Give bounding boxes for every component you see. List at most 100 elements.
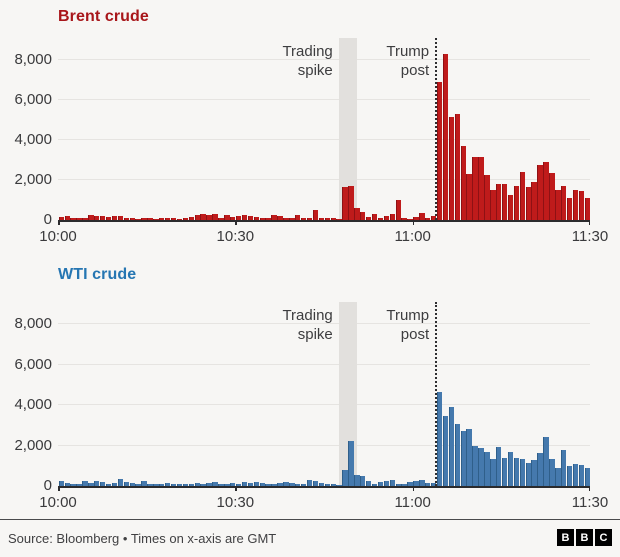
volume-bar: [105, 483, 112, 486]
volume-bar: [425, 482, 431, 486]
volume-bar: [501, 457, 508, 486]
trading-spike-label: Trading spike: [282, 307, 333, 343]
volume-bar: [519, 459, 526, 486]
y-gridline: [58, 404, 590, 406]
volume-bar: [501, 184, 508, 220]
volume-bar: [300, 483, 307, 486]
volume-bar: [537, 165, 543, 220]
volume-bar: [200, 483, 206, 486]
x-axis-tick-label: 10:00: [39, 494, 77, 511]
volume-bar: [454, 424, 461, 486]
volume-bar: [561, 186, 567, 220]
volume-bar: [188, 217, 195, 220]
volume-bar: [413, 217, 419, 220]
x-axis-tick: [235, 486, 237, 491]
volume-bar: [572, 190, 579, 220]
volume-bar: [354, 208, 360, 220]
volume-bar: [235, 215, 242, 220]
volume-bar: [354, 475, 360, 486]
volume-bar: [159, 218, 165, 220]
volume-bar: [170, 218, 177, 220]
volume-bar: [578, 191, 585, 220]
volume-bar: [507, 195, 514, 220]
volume-bar: [436, 391, 443, 486]
x-axis-tick: [58, 486, 60, 491]
volume-bar: [543, 162, 549, 220]
volume-bar: [496, 184, 502, 220]
volume-bar: [241, 215, 248, 220]
volume-bar: [460, 431, 466, 486]
y-gridline: [58, 99, 590, 100]
y-axis-tick-label: 4,000: [14, 131, 52, 148]
x-axis-tick: [412, 220, 415, 225]
x-axis-tick-label: 10:30: [216, 228, 255, 245]
volume-bar: [448, 407, 455, 486]
volume-bar: [182, 483, 189, 486]
y-axis-tick-label: 4,000: [14, 396, 52, 414]
volume-bar: [188, 484, 195, 486]
volume-bar: [259, 482, 265, 486]
volume-bar: [484, 175, 490, 220]
volume-bar: [348, 186, 354, 220]
volume-bar: [105, 217, 112, 220]
y-gridline: [58, 139, 590, 140]
volume-bar: [82, 480, 88, 486]
volume-bar: [496, 446, 502, 486]
volume-bar: [566, 198, 573, 220]
volume-bar: [58, 217, 64, 220]
volume-bar: [194, 482, 200, 486]
volume-bar: [129, 218, 135, 220]
volume-bar: [306, 479, 313, 486]
volume-bar: [419, 479, 425, 486]
volume-bar: [549, 458, 555, 486]
volume-bar: [176, 218, 183, 220]
volume-bar: [360, 475, 366, 486]
volume-bar: [94, 216, 100, 220]
trading-spike-label: Trading spike: [282, 43, 333, 79]
volume-bar: [466, 174, 472, 220]
volume-bar: [513, 458, 520, 486]
volume-bar: [253, 217, 260, 220]
volume-bar: [407, 218, 413, 220]
wti-chart-title: WTI crude: [58, 266, 137, 283]
y-axis-tick-label: 2,000: [14, 436, 52, 454]
volume-bar: [277, 482, 283, 486]
volume-bar: [265, 483, 271, 486]
volume-bar: [543, 437, 549, 486]
volume-bar: [88, 215, 94, 220]
x-axis-tick-label: 11:00: [394, 494, 431, 511]
volume-bar: [194, 215, 200, 220]
volume-bar: [289, 482, 295, 486]
volume-bar: [123, 481, 130, 486]
volume-bar: [123, 218, 130, 220]
y-axis-tick-label: 8,000: [14, 51, 52, 68]
volume-bar: [431, 215, 437, 220]
volume-bar: [531, 182, 537, 220]
x-axis-tick: [58, 220, 60, 225]
y-gridline: [58, 363, 590, 365]
volume-bar: [561, 449, 567, 486]
volume-bar: [407, 481, 413, 486]
volume-bar: [525, 462, 531, 486]
volume-bar: [431, 482, 437, 486]
volume-bar: [478, 448, 484, 486]
volume-bar: [401, 484, 407, 486]
volume-bar: [389, 479, 396, 486]
volume-bar: [330, 218, 336, 220]
volume-bar: [147, 218, 153, 220]
volume-bar: [289, 218, 295, 220]
trading-spike-band: [338, 302, 358, 486]
y-axis-tick-label: 0: [43, 477, 52, 494]
volume-bar: [218, 483, 224, 486]
volume-bar: [365, 480, 372, 486]
x-axis-tick-label: 11:30: [571, 494, 609, 511]
bbc-logo: B B C: [557, 529, 612, 546]
bbc-logo-block-b1: B: [557, 529, 574, 546]
volume-bar: [419, 213, 425, 220]
volume-bar: [555, 190, 561, 220]
volume-bar: [336, 218, 342, 220]
volume-bar: [259, 218, 265, 220]
volume-bar: [159, 483, 165, 486]
volume-bar: [206, 215, 212, 220]
